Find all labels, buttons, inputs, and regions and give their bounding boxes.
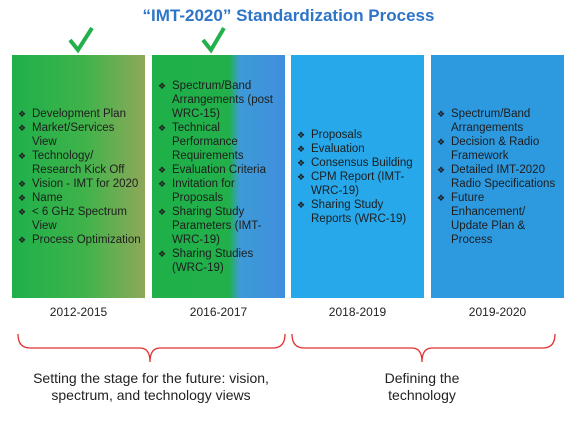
item: Future Enhancement/ Update Plan & Proces… bbox=[437, 191, 560, 247]
stage-box: Spectrum/Band ArrangementsDecision & Rad… bbox=[431, 55, 564, 298]
item: < 6 GHz Spectrum View bbox=[18, 205, 141, 233]
item: Vision - IMT for 2020 bbox=[18, 177, 141, 191]
item: Name bbox=[18, 191, 141, 205]
item: Evaluation Criteria bbox=[158, 163, 281, 177]
item-list: Spectrum/Band ArrangementsDecision & Rad… bbox=[437, 107, 560, 247]
item: Sharing Study Reports (WRC-19) bbox=[297, 198, 420, 226]
item: Spectrum/Band Arrangements bbox=[437, 107, 560, 135]
item-list: Development PlanMarket/Services ViewTech… bbox=[18, 107, 141, 247]
item: Technology/ Research Kick Off bbox=[18, 149, 141, 177]
item: Decision & Radio Framework bbox=[437, 135, 560, 163]
item: Technical Performance Requirements bbox=[158, 121, 281, 163]
item: Spectrum/Band Arrangements (post WRC-15) bbox=[158, 79, 281, 121]
stage-box: Spectrum/Band Arrangements (post WRC-15)… bbox=[152, 55, 285, 298]
item: Process Optimization bbox=[18, 233, 141, 247]
period: 2019-2020 bbox=[468, 305, 527, 319]
title: “IMT-2020” Standardization Process bbox=[142, 6, 435, 25]
item: Sharing Study Parameters (IMT-WRC-19) bbox=[158, 205, 281, 247]
group-label: Setting the stage for the future: vision… bbox=[33, 370, 269, 403]
item: Development Plan bbox=[18, 107, 141, 121]
group-label: Defining the technology bbox=[384, 370, 460, 403]
checkmark bbox=[201, 26, 226, 54]
item: Proposals bbox=[297, 128, 420, 142]
item: Evaluation bbox=[297, 142, 420, 156]
item: Sharing Studies (WRC-19) bbox=[158, 247, 281, 275]
item: Consensus Building bbox=[297, 156, 420, 170]
period: 2016-2017 bbox=[189, 305, 248, 319]
brace bbox=[291, 333, 556, 363]
item: Detailed IMT-2020 Radio Specifications bbox=[437, 163, 560, 191]
item-list: ProposalsEvaluationConsensus BuildingCPM… bbox=[297, 128, 420, 226]
stage-box: Development PlanMarket/Services ViewTech… bbox=[12, 55, 145, 298]
item: Invitation for Proposals bbox=[158, 177, 281, 205]
item: Market/Services View bbox=[18, 121, 141, 149]
brace bbox=[17, 333, 286, 363]
item-list: Spectrum/Band Arrangements (post WRC-15)… bbox=[158, 79, 281, 275]
item: CPM Report (IMT-WRC-19) bbox=[297, 170, 420, 198]
checkmark bbox=[68, 26, 94, 54]
period: 2012-2015 bbox=[49, 305, 108, 319]
stage-box: ProposalsEvaluationConsensus BuildingCPM… bbox=[291, 55, 424, 298]
period: 2018-2019 bbox=[328, 305, 387, 319]
